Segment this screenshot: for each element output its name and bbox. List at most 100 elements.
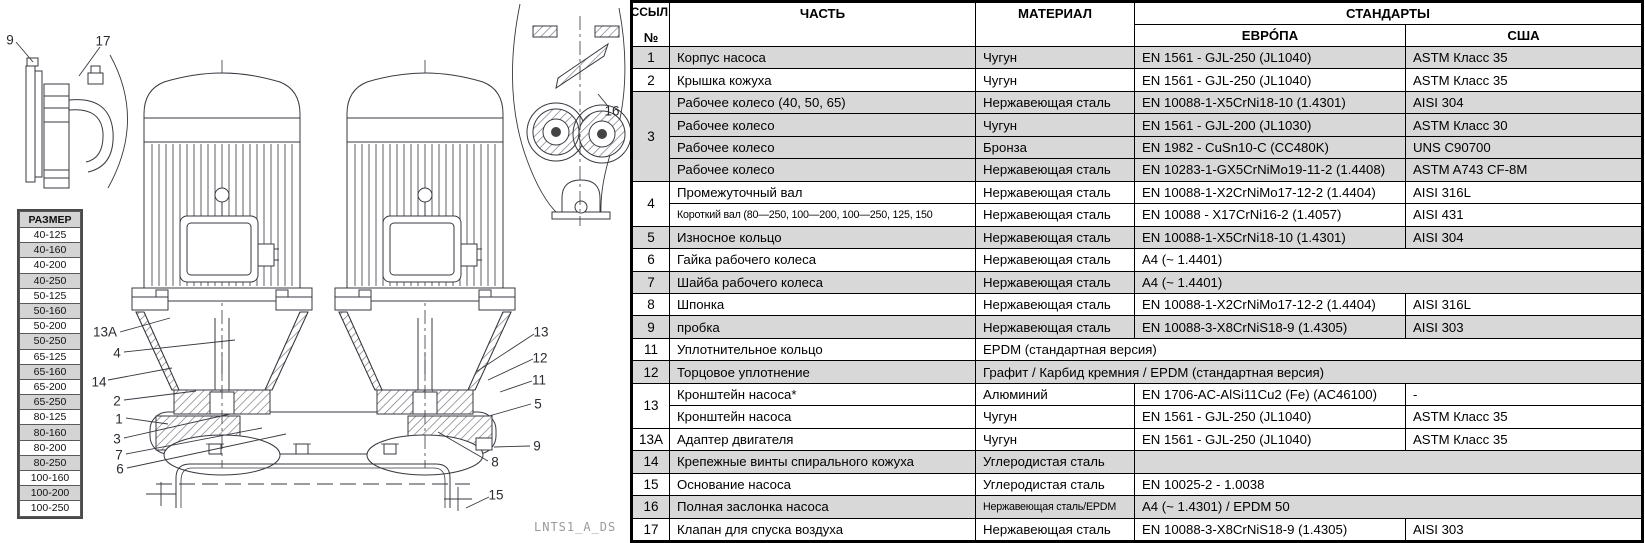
size-header-row: РАЗМЕР bbox=[19, 211, 81, 228]
europe-cell: EN 1561 - GJL-200 (JL1030) bbox=[1134, 113, 1406, 137]
size-row: 80-250 bbox=[19, 454, 81, 472]
part-cell: Шайба рабочего колеса bbox=[669, 270, 976, 294]
callout-9: 9 bbox=[533, 438, 541, 454]
part-cell: Торцовое уплотнение bbox=[669, 360, 976, 384]
parts-row: 8 Шпонка Нержавеющая сталь EN 10088-1-X2CrN… bbox=[632, 292, 1642, 317]
material-cell: Бронза bbox=[975, 135, 1135, 160]
parts-row: Рабочее колесо Чугун EN 1561 - GJL-200 (JL… bbox=[632, 113, 1642, 137]
part-cell: Адаптер двигателя bbox=[669, 427, 976, 452]
parts-row: Рабочее колесо Нержавеющая сталь EN 10283-… bbox=[632, 158, 1642, 182]
europe-cell: EN 10088-1-X2CrNiMo17-12-2 (1.4404) bbox=[1134, 180, 1406, 205]
size-row: 40-125 bbox=[19, 226, 81, 244]
material-cell: Чугун bbox=[975, 45, 1135, 70]
size-row: 40-160 bbox=[19, 242, 81, 259]
part-cell: Гайка рабочего колеса bbox=[669, 248, 976, 272]
ref-cell: 8 bbox=[632, 292, 670, 317]
usa-cell: AISI 316L bbox=[1405, 292, 1642, 317]
europe-cell: EN 10088 - X17CrNi16-2 (1.4057) bbox=[1134, 203, 1406, 227]
size-cell: 80-160 bbox=[19, 424, 81, 441]
size-row: 100-250 bbox=[19, 500, 81, 517]
europe-cell: EN 1982 - CuSn10-C (CC480K) bbox=[1134, 135, 1406, 160]
ref-cell: 1 bbox=[632, 45, 670, 70]
usa-cell: AISI 304 bbox=[1405, 225, 1642, 250]
europe-cell: EN 10088-3-X8CrNiS18-9 (1.4305) bbox=[1134, 517, 1406, 542]
usa-column-header: США bbox=[1405, 24, 1642, 47]
callout-4: 4 bbox=[113, 345, 121, 361]
size-cell: 65-160 bbox=[19, 363, 81, 380]
ref-cell: 5 bbox=[632, 225, 670, 250]
size-row: 50-125 bbox=[19, 287, 81, 304]
parts-row: 3 Рабочее колесо (40, 50, 65) Нержавеющая … bbox=[632, 90, 1642, 182]
part-cell: Уплотнительное кольцо bbox=[669, 337, 976, 362]
material-cell: Нержавеющая сталь/EPDM bbox=[975, 495, 1135, 519]
size-cell: 40-250 bbox=[19, 272, 81, 289]
usa-cell: AISI 303 bbox=[1405, 315, 1642, 339]
material-cell: Углеродистая сталь bbox=[975, 472, 1135, 497]
size-cell: 100-160 bbox=[19, 469, 81, 487]
size-row: 80-125 bbox=[19, 409, 81, 426]
europe-cell: EN 1561 - GJL-250 (JL1040) bbox=[1134, 405, 1406, 429]
ref-cell: 14 bbox=[632, 450, 670, 474]
usa-cell: - bbox=[1405, 382, 1642, 407]
usa-cell: ASTM Класс 35 bbox=[1405, 427, 1642, 452]
size-cell: 80-125 bbox=[19, 409, 81, 426]
size-header: РАЗМЕР bbox=[19, 211, 81, 228]
callout-17: 17 bbox=[95, 33, 111, 49]
callout-16: 16 bbox=[604, 103, 620, 119]
size-cell: 65-250 bbox=[19, 394, 81, 411]
ref-cell: 7 bbox=[632, 270, 670, 294]
parts-row: 4 Промежуточный вал Нержавеющая сталь EN 10… bbox=[632, 180, 1642, 227]
standards-column-header: СТАНДАРТЫ bbox=[1134, 2, 1642, 25]
usa-cell: AISI 304 bbox=[1405, 90, 1642, 115]
callout-5: 5 bbox=[534, 396, 542, 412]
material-cell: Чугун bbox=[975, 427, 1135, 452]
callout-6: 6 bbox=[116, 461, 124, 477]
part-cell: Клапан для спуска воздуха bbox=[669, 517, 976, 542]
callout-12: 12 bbox=[532, 350, 548, 366]
size-cell: 50-250 bbox=[19, 333, 81, 350]
size-row: 65-200 bbox=[19, 378, 81, 396]
material-cell: Чугун bbox=[975, 113, 1135, 137]
parts-row: 11 Уплотнительное кольцо EPDM (стандартная… bbox=[632, 337, 1642, 362]
parts-row: 1 Корпус насоса Чугун EN 1561 - GJL-250 (JL… bbox=[632, 45, 1642, 70]
size-cell: 50-125 bbox=[19, 287, 81, 304]
size-cell: 100-250 bbox=[19, 500, 81, 517]
size-cell: 65-125 bbox=[19, 348, 81, 365]
part-cell: Кронштейн насоса bbox=[669, 405, 976, 429]
part-cell: Крышка кожуха bbox=[669, 68, 976, 92]
pump-cross-section-drawing bbox=[15, 3, 630, 511]
parts-row: 16 Полная заслонка насоса Нержавеющая стал… bbox=[632, 495, 1642, 519]
europe-cell: EN 1561 - GJL-250 (JL1040) bbox=[1134, 68, 1406, 92]
material-cell: Нержавеющая сталь bbox=[975, 225, 1135, 250]
ref-cell: 17 bbox=[632, 517, 670, 542]
callout-15: 15 bbox=[488, 487, 504, 503]
ref-cell: 3 bbox=[632, 90, 670, 182]
callout-3: 3 bbox=[113, 431, 121, 447]
size-cell: 50-160 bbox=[19, 302, 81, 320]
callout-11: 11 bbox=[531, 372, 547, 388]
part-cell: Шпонка bbox=[669, 292, 976, 317]
part-cell: Рабочее колесо (40, 50, 65) bbox=[669, 90, 976, 115]
material-cell: Чугун bbox=[975, 405, 1135, 429]
usa-cell: ASTM Класс 35 bbox=[1405, 405, 1642, 429]
europe-cell: EN 1561 - GJL-250 (JL1040) bbox=[1134, 427, 1406, 452]
europe-column-header: ЕВРÓПА bbox=[1134, 24, 1406, 47]
ref-cell: 6 bbox=[632, 248, 670, 272]
size-cell: 40-200 bbox=[19, 257, 81, 274]
pump-drawing-area: 9 17 16 13A 4 14 2 1 3 7 6 13 12 11 5 9 8 15 РАЗМЕР 40-12… bbox=[0, 0, 630, 543]
ref-cell: 15 bbox=[632, 472, 670, 497]
material-cell: EPDM (стандартная версия) bbox=[975, 337, 1642, 362]
size-cell: 50-200 bbox=[19, 318, 81, 335]
part-cell: Полная заслонка насоса bbox=[669, 495, 976, 519]
usa-cell: ASTM A743 CF-8M bbox=[1405, 158, 1642, 182]
europe-cell: EN 1706-AC-AlSi11Cu2 (Fe) (AC46100) bbox=[1134, 382, 1406, 407]
size-row: 80-200 bbox=[19, 439, 81, 456]
material-cell: Нержавеющая сталь bbox=[975, 315, 1135, 339]
callout-14: 14 bbox=[91, 374, 107, 390]
material-cell: Нержавеющая сталь bbox=[975, 180, 1135, 205]
europe-cell: EN 10088-3-X8CrNiS18-9 (1.4305) bbox=[1134, 315, 1406, 339]
parts-row: 9 пробка Нержавеющая сталь EN 10088-3-X8CrN… bbox=[632, 315, 1642, 339]
size-cell: 80-250 bbox=[19, 454, 81, 472]
usa-cell: ASTM Класс 35 bbox=[1405, 45, 1642, 70]
size-row: 65-160 bbox=[19, 363, 81, 380]
